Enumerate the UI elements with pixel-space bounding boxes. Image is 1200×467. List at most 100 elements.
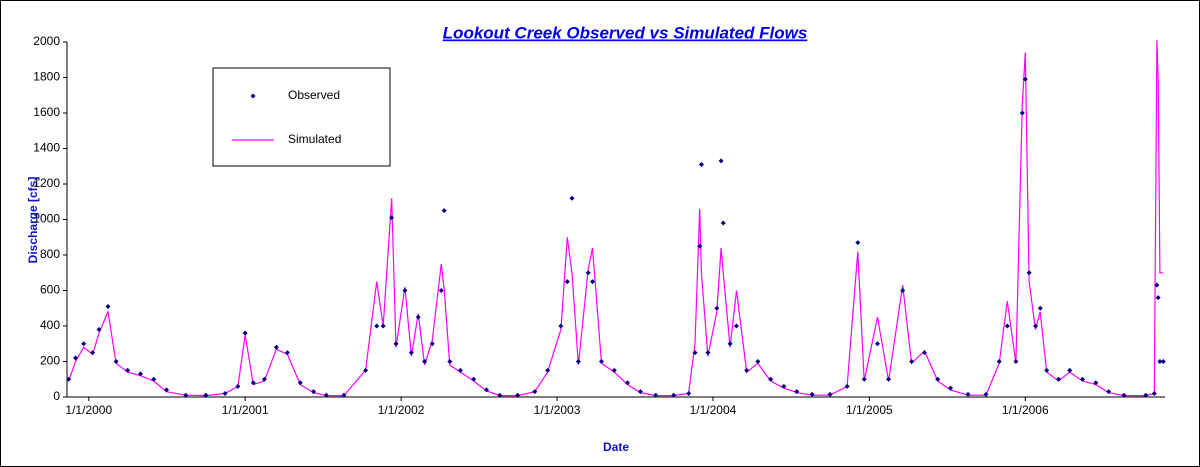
data-point <box>389 215 395 221</box>
data-point <box>137 371 143 377</box>
data-point <box>284 350 290 356</box>
data-point <box>1013 359 1019 364</box>
data-point <box>1160 359 1166 364</box>
data-point <box>827 391 833 397</box>
y-tick-label: 1600 <box>33 105 60 119</box>
data-point <box>261 376 267 382</box>
data-point <box>996 359 1002 364</box>
data-point <box>768 376 774 382</box>
data-point <box>1106 389 1112 395</box>
data-point <box>935 376 941 382</box>
legend-label: Simulated <box>288 132 341 146</box>
data-point <box>1004 323 1010 329</box>
data-point <box>569 195 575 201</box>
data-point <box>497 392 503 398</box>
data-point <box>235 383 241 389</box>
y-tick-label: 1200 <box>33 176 60 190</box>
data-point <box>250 380 256 386</box>
data-point <box>1093 380 1099 386</box>
data-point <box>429 341 435 347</box>
data-point <box>1056 376 1062 382</box>
x-tick-label: 1/1/2004 <box>690 403 737 417</box>
data-point <box>697 243 703 249</box>
data-point <box>311 389 317 395</box>
data-point <box>611 367 617 373</box>
x-tick-label: 1/1/2006 <box>1002 403 1049 417</box>
data-point <box>909 359 915 364</box>
data-point <box>1151 390 1157 396</box>
series-line <box>68 40 1164 397</box>
data-point <box>727 341 733 347</box>
data-point <box>590 279 596 285</box>
y-tick-label: 800 <box>40 247 60 261</box>
y-tick-label: 1800 <box>33 70 60 84</box>
data-point <box>714 305 720 311</box>
x-tick-label: 1/1/2001 <box>222 403 269 417</box>
legend-label: Observed <box>288 88 340 102</box>
data-point <box>1044 367 1050 373</box>
data-point <box>720 220 726 226</box>
data-point <box>81 341 87 347</box>
data-point <box>585 270 591 276</box>
data-point <box>438 288 444 293</box>
data-point <box>341 392 347 398</box>
data-point <box>471 376 477 382</box>
data-point <box>447 359 453 364</box>
data-point <box>408 350 414 356</box>
data-point <box>113 359 119 364</box>
data-point <box>718 158 724 164</box>
x-tick-label: 1/1/2005 <box>846 403 893 417</box>
x-tick-label: 1/1/2000 <box>65 403 112 417</box>
data-point <box>1143 392 1149 398</box>
data-point <box>598 359 604 364</box>
data-point <box>1080 376 1086 382</box>
data-point <box>809 391 815 397</box>
y-tick-label: 600 <box>40 283 60 297</box>
data-point <box>1037 305 1043 311</box>
data-point <box>698 161 704 167</box>
data-point <box>273 344 279 350</box>
x-tick-label: 1/1/2002 <box>378 403 425 417</box>
data-point <box>203 392 209 398</box>
data-point <box>558 323 564 329</box>
data-point <box>532 389 538 395</box>
data-point <box>900 288 906 293</box>
x-axis-title: Date <box>603 440 629 454</box>
data-point <box>653 392 659 398</box>
data-point <box>323 392 329 398</box>
y-tick-label: 1400 <box>33 141 60 155</box>
data-point <box>1022 76 1028 82</box>
data-point <box>844 383 850 389</box>
data-point <box>90 350 96 356</box>
data-point <box>1121 392 1127 398</box>
legend-box <box>212 67 391 167</box>
data-point <box>1019 110 1025 116</box>
data-point <box>781 383 787 389</box>
data-point <box>484 387 490 393</box>
data-point <box>637 389 643 395</box>
data-point <box>515 392 521 398</box>
data-point <box>105 303 111 309</box>
data-point <box>1067 367 1073 373</box>
data-point <box>861 376 867 382</box>
data-point <box>73 355 79 361</box>
data-point <box>625 380 631 386</box>
data-point <box>886 376 892 382</box>
x-tick-label: 1/1/2003 <box>534 403 581 417</box>
data-point <box>921 350 927 356</box>
data-point <box>422 359 428 364</box>
data-point <box>1026 270 1032 276</box>
data-point <box>705 350 711 356</box>
data-point <box>374 323 380 329</box>
data-point <box>575 359 581 364</box>
data-point <box>948 385 954 391</box>
data-point <box>965 391 971 397</box>
data-point <box>1157 359 1163 364</box>
data-point <box>164 387 170 393</box>
data-point <box>1154 282 1160 288</box>
data-point <box>96 327 102 333</box>
data-point <box>744 367 750 373</box>
data-point <box>564 279 570 285</box>
